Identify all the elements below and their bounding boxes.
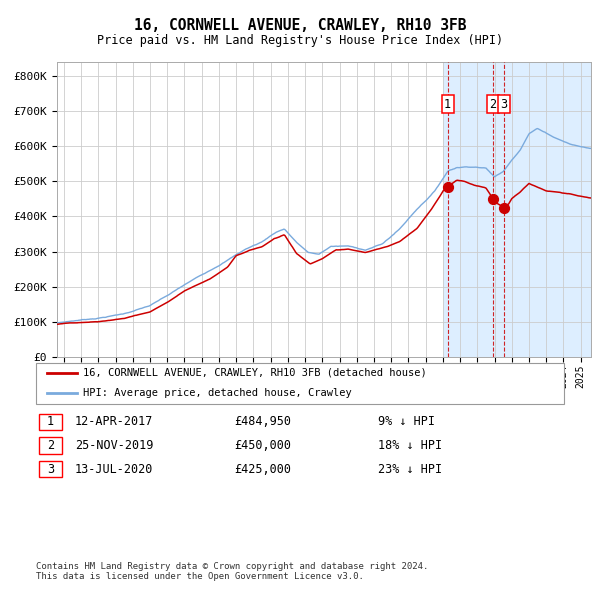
Text: 3: 3 [500,97,507,110]
Text: 16, CORNWELL AVENUE, CRAWLEY, RH10 3FB (detached house): 16, CORNWELL AVENUE, CRAWLEY, RH10 3FB (… [83,368,427,378]
Text: 23% ↓ HPI: 23% ↓ HPI [378,463,442,476]
Text: 18% ↓ HPI: 18% ↓ HPI [378,439,442,452]
Text: 2: 2 [489,97,496,110]
Text: Contains HM Land Registry data © Crown copyright and database right 2024.
This d: Contains HM Land Registry data © Crown c… [36,562,428,581]
Text: 9% ↓ HPI: 9% ↓ HPI [378,415,435,428]
Point [443,182,452,191]
Text: 3: 3 [47,463,54,476]
Text: 1: 1 [444,97,451,110]
Text: 13-JUL-2020: 13-JUL-2020 [75,463,154,476]
Text: 1: 1 [47,415,54,428]
Text: £484,950: £484,950 [234,415,291,428]
Point [499,203,508,212]
Text: £425,000: £425,000 [234,463,291,476]
Bar [443,62,600,357]
Text: 2: 2 [47,439,54,452]
Text: £450,000: £450,000 [234,439,291,452]
Point [488,194,497,204]
Text: Price paid vs. HM Land Registry's House Price Index (HPI): Price paid vs. HM Land Registry's House … [97,34,503,47]
Text: HPI: Average price, detached house, Crawley: HPI: Average price, detached house, Craw… [83,388,352,398]
Text: 12-APR-2017: 12-APR-2017 [75,415,154,428]
Text: 16, CORNWELL AVENUE, CRAWLEY, RH10 3FB: 16, CORNWELL AVENUE, CRAWLEY, RH10 3FB [134,18,466,33]
Text: 25-NOV-2019: 25-NOV-2019 [75,439,154,452]
